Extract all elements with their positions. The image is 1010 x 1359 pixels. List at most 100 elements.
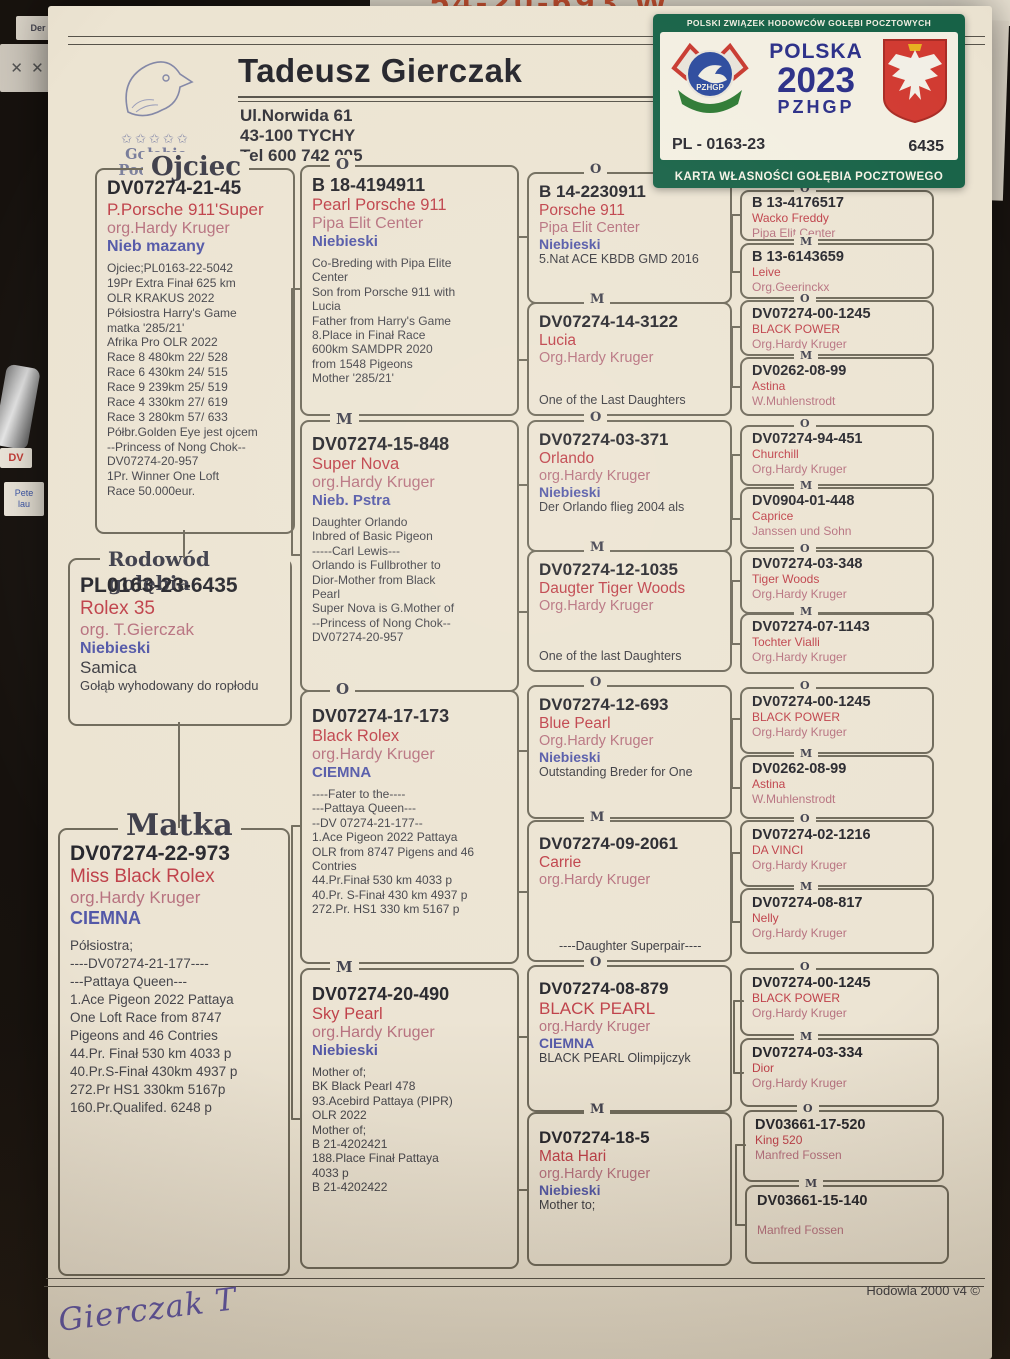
gen4-box-15-ring: DV03661-17-520 <box>755 1117 866 1133</box>
gen3-box-5-label: O <box>584 675 608 691</box>
gen3-box-2-note: One of the Last Daughters <box>539 393 686 407</box>
gen4-box-9-breeder: Org.Hardy Kruger <box>752 725 847 739</box>
svg-text:PZHGP: PZHGP <box>696 83 724 92</box>
gen4-box-14-label: M <box>794 1030 819 1044</box>
gen3-box-2-ring: DV07274-14-3122 <box>539 312 678 331</box>
gen4-box-8-ring: DV07274-07-1143 <box>752 619 870 635</box>
gen4-box-3: O DV07274-00-1245 BLACK POWER Org.Hardy … <box>740 292 934 356</box>
gen4-box-4: M DV0262-08-99 Astina W.Muhlenstrodt <box>740 349 934 416</box>
connector-gen3-5 <box>731 718 742 789</box>
pzhgp-badge: POLSKI ZWIĄZEK HODOWCÓW GOŁĘBI POCZTOWYC… <box>653 14 965 188</box>
gen3-box-8-name: Mata Hari <box>539 1148 607 1165</box>
mother-box: Matka DV07274-22-973 Miss Black Rolex or… <box>58 808 290 1276</box>
gen3-box-1-breeder: Pipa Elit Center <box>539 220 640 236</box>
connector-gen2-4 <box>517 1036 528 1191</box>
gen3-box-1-name: Porsche 911 <box>539 202 625 219</box>
gen4-box-6: M DV0904-01-448 Caprice Janssen und Sohn <box>740 479 934 549</box>
owner-address-street: Ul.Norwida 61 <box>240 106 353 125</box>
owner-address-city: 43-100 TYCHY <box>240 126 356 145</box>
gen3-box-4-note: One of the last Daughters <box>539 649 682 663</box>
subject-ring: PL0163-23-6435 <box>80 574 238 597</box>
gen2-box-3-name: Black Rolex <box>312 727 400 745</box>
gen2-box-4-name: Sky Pearl <box>312 1005 383 1023</box>
gen4-box-12-breeder: Org.Hardy Kruger <box>752 926 847 940</box>
club-stars: ✩✩✩✩✩ <box>121 131 191 146</box>
gen4-box-4-ring: DV0262-08-99 <box>752 363 847 379</box>
gen4-box-1-breeder: Pipa Elit Center <box>752 226 836 240</box>
gen2-box-3-breeder: org.Hardy Kruger <box>312 746 435 763</box>
gen2-box-4: M DV07274-20-490 Sky Pearl org.Hardy Kru… <box>300 958 519 1269</box>
gen4-box-11: O DV07274-02-1216 DA VINCI Org.Hardy Kru… <box>740 812 934 887</box>
badge-card-title: KARTA WŁASNOŚCI GOŁĘBIA POCZTOWEGO <box>674 171 944 183</box>
gen3-box-6: M DV07274-09-2061 Carrie org.Hardy Kruge… <box>527 810 732 962</box>
father-title: Ojciec <box>143 152 250 182</box>
header-rule-1 <box>68 36 985 37</box>
header-rule-2 <box>68 44 985 45</box>
mother-color: CIEMNA <box>70 908 141 928</box>
gen4-box-16-ring: DV03661-15-140 <box>757 1193 868 1209</box>
gen2-box-2-description: Daughter Orlando Inbred of Basic Pigeon … <box>312 515 455 645</box>
gen3-box-5-ring: DV07274-12-693 <box>539 695 669 714</box>
gen4-box-13-label: O <box>794 960 816 974</box>
gen3-box-4-name: Daugter Tiger Woods <box>539 580 686 597</box>
badge-year: 2023 <box>777 61 855 100</box>
gen3-box-6-breeder: org.Hardy Kruger <box>539 872 651 888</box>
footer-rule-2 <box>44 1286 984 1287</box>
connector-gen3-1 <box>731 214 742 273</box>
gen4-box-13: O DV07274-00-1245 BLACK POWER Org.Hardy … <box>740 960 939 1036</box>
gen2-box-4-breeder: org.Hardy Kruger <box>312 1024 435 1041</box>
gen2-box-4-label: M <box>330 958 359 976</box>
gen3-box-1-ring: B 14-2230911 <box>539 182 646 201</box>
gen4-box-11-ring: DV07274-02-1216 <box>752 827 871 843</box>
gen4-box-2: M B 13-6143659 Leive Org.Geerinckx <box>740 235 934 299</box>
badge-center-text: POLSKA 2023 PZHGP <box>756 40 876 118</box>
connector-gen2-3 <box>517 750 528 893</box>
gen4-box-6-label: M <box>794 479 819 493</box>
gen3-box-6-note: ----Daughter Superpair---- <box>559 939 702 953</box>
gen3-box-4: M DV07274-12-1035 Daugter Tiger Woods Or… <box>527 540 732 672</box>
gen3-box-7-color: CIEMNA <box>539 1035 595 1051</box>
gen4-box-9-label: O <box>794 679 816 693</box>
mother-name: Miss Black Rolex <box>70 866 215 887</box>
gen4-box-10-breeder: W.Muhlenstrodt <box>752 792 836 806</box>
gen3-box-7-note: BLACK PEARL Olimpijczyk <box>539 1051 691 1065</box>
connector-gen3-8 <box>735 1144 746 1226</box>
gen2-box-2-breeder: org.Hardy Kruger <box>312 474 435 491</box>
gen4-box-10-ring: DV0262-08-99 <box>752 761 847 777</box>
father-color: Nieb mazany <box>107 238 205 255</box>
mother-description: Półsiostra; ----DV07274-21-177---- ---Pa… <box>70 938 238 1115</box>
gen3-box-5-name: Blue Pearl <box>539 715 611 732</box>
father-breeder: org.Hardy Kruger <box>107 220 230 237</box>
gen3-box-5-note: Outstanding Breder for One <box>539 765 693 779</box>
gen4-box-16-breeder: Manfred Fossen <box>757 1223 844 1237</box>
gen3-box-6-name: Carrie <box>539 854 582 871</box>
gen3-box-3-note: Der Orlando flieg 2004 als <box>539 500 685 514</box>
gen4-box-3-ring: DV07274-00-1245 <box>752 306 871 322</box>
gen3-box-8-breeder: org.Hardy Kruger <box>539 1166 651 1182</box>
gen2-box-4-ring: DV07274-20-490 <box>312 984 450 1004</box>
gen3-box-3-color: Niebieski <box>539 484 601 500</box>
gen4-box-6-name: Caprice <box>752 509 794 523</box>
owner-underline-1 <box>238 96 838 98</box>
gen3-box-2-breeder: Org.Hardy Kruger <box>539 350 654 366</box>
gen4-box-6-ring: DV0904-01-448 <box>752 493 855 509</box>
gen2-box-1-name: Pearl Porsche 911 <box>312 196 447 214</box>
gen4-box-3-name: BLACK POWER <box>752 322 841 336</box>
gen2-box-3-description: ----Fater to the---- ---Pattaya Queen---… <box>312 787 475 917</box>
gen4-box-16: M DV03661-15-140 Manfred Fossen <box>745 1177 949 1264</box>
gen2-box-2: M DV07274-15-848 Super Nova org.Hardy Kr… <box>300 410 519 692</box>
gen4-box-11-name: DA VINCI <box>752 843 804 857</box>
subject-note: Gołąb wyhodowany do ropłodu <box>80 678 259 693</box>
gen3-box-3-name: Orlando <box>539 450 595 467</box>
gen4-box-7: O DV07274-03-348 Tiger Woods Org.Hardy K… <box>740 542 934 614</box>
subject-name: Rolex 35 <box>80 598 155 619</box>
badge-org: PZHGP <box>777 97 855 118</box>
subject-color: Niebieski <box>80 640 151 657</box>
gen4-box-13-ring: DV07274-00-1245 <box>752 975 871 991</box>
connector-father-gen2 <box>291 288 302 556</box>
background-scrap-pattern: ✕ ✕ <box>0 44 56 92</box>
connector-gen3-2 <box>731 326 742 388</box>
connector-mother-gen2 <box>291 825 302 1120</box>
gen4-box-5: O DV07274-94-451 Churchill Org.Hardy Kru… <box>740 417 934 486</box>
